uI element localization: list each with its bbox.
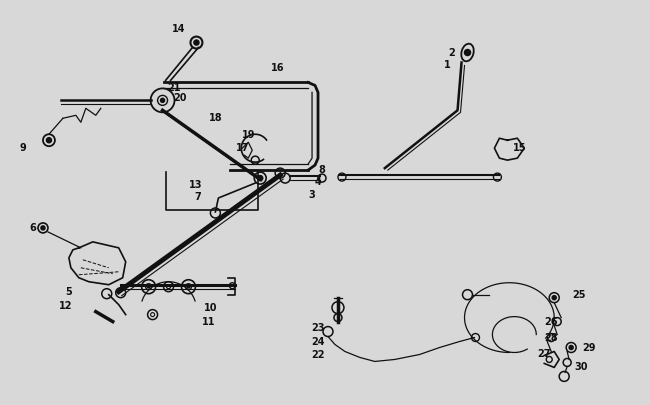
Text: 26: 26 <box>545 317 558 326</box>
Text: 19: 19 <box>242 130 255 140</box>
Text: 23: 23 <box>311 322 325 333</box>
Text: 27: 27 <box>538 350 551 360</box>
Text: 16: 16 <box>272 64 285 73</box>
Circle shape <box>552 296 556 300</box>
Text: 2: 2 <box>448 47 455 58</box>
Text: 3: 3 <box>309 190 315 200</box>
Text: 30: 30 <box>575 362 588 373</box>
Circle shape <box>187 286 190 288</box>
Circle shape <box>161 98 164 102</box>
Circle shape <box>258 176 263 181</box>
Circle shape <box>569 345 573 350</box>
Text: 12: 12 <box>59 301 73 311</box>
Text: 18: 18 <box>209 113 222 123</box>
Text: 9: 9 <box>20 143 27 153</box>
Circle shape <box>194 40 199 45</box>
Text: 25: 25 <box>573 290 586 300</box>
Text: 6: 6 <box>30 223 36 233</box>
Text: 4: 4 <box>315 177 321 187</box>
Circle shape <box>465 49 471 55</box>
Text: 17: 17 <box>235 143 249 153</box>
Text: 22: 22 <box>311 350 325 360</box>
Text: 13: 13 <box>188 180 202 190</box>
Text: 11: 11 <box>202 317 215 326</box>
Text: 5: 5 <box>66 287 72 297</box>
Text: 10: 10 <box>203 303 217 313</box>
Circle shape <box>46 138 51 143</box>
Text: 14: 14 <box>172 23 185 34</box>
Circle shape <box>148 286 150 288</box>
Text: 8: 8 <box>318 165 326 175</box>
Text: 1: 1 <box>444 60 451 70</box>
Text: 20: 20 <box>174 94 187 103</box>
Text: 15: 15 <box>513 143 526 153</box>
Text: 28: 28 <box>545 333 558 343</box>
Circle shape <box>41 226 45 230</box>
Text: 29: 29 <box>582 343 596 352</box>
Text: 7: 7 <box>194 192 201 202</box>
Text: 24: 24 <box>311 337 325 347</box>
Text: 21: 21 <box>167 83 180 94</box>
